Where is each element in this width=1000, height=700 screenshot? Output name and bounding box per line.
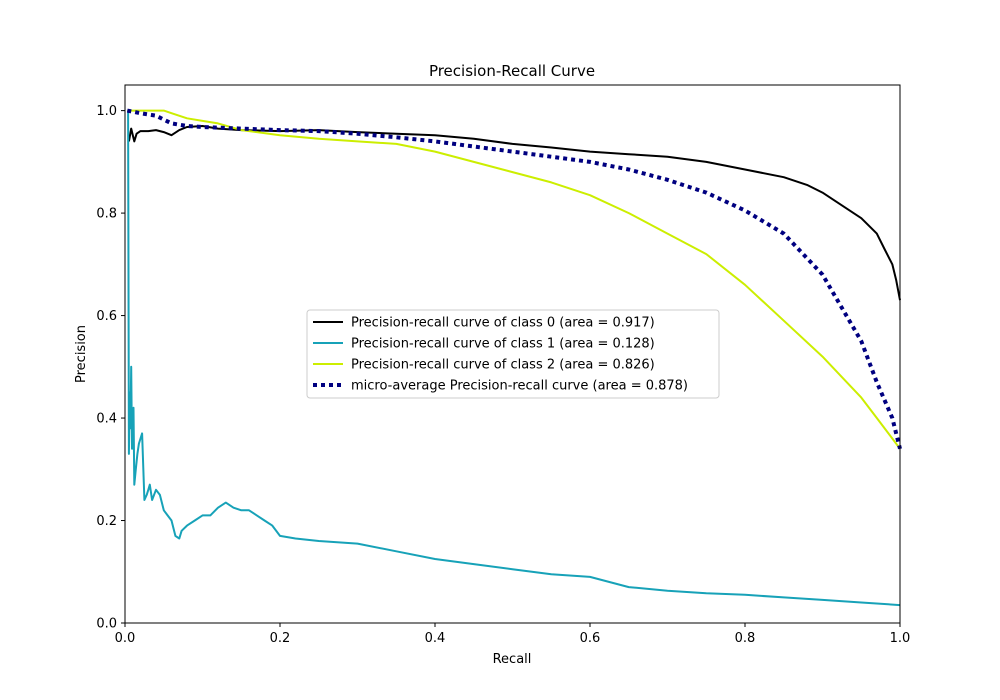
series-line-1 bbox=[127, 110, 901, 607]
y-tick-label: 0.0 bbox=[96, 617, 117, 632]
y-axis-ticks: 0.0 0.2 0.4 0.6 0.8 1.0 bbox=[96, 104, 125, 632]
legend-box bbox=[306, 309, 720, 399]
legend-entry: Precision-recall curve of class 2 (area … bbox=[351, 358, 655, 373]
plot-lines bbox=[126, 108, 902, 607]
y-tick-label: 0.4 bbox=[96, 412, 117, 427]
legend-entry: Precision-recall curve of class 1 (area … bbox=[351, 337, 655, 352]
x-tick-label: 1.0 bbox=[890, 631, 911, 646]
x-axis-label: Recall bbox=[493, 652, 532, 667]
x-tick-label: 0.6 bbox=[580, 631, 601, 646]
series-line-0 bbox=[127, 125, 901, 301]
plot-frame bbox=[124, 84, 901, 624]
y-axis-label: Precision bbox=[74, 325, 89, 383]
legend: Precision-recall curve of class 0 (area … bbox=[306, 309, 720, 399]
y-tick-label: 0.6 bbox=[96, 309, 117, 324]
legend-entry: micro-average Precision-recall curve (ar… bbox=[351, 379, 688, 394]
x-tick-label: 0.0 bbox=[115, 631, 136, 646]
series-line-2 bbox=[127, 109, 901, 450]
x-tick-label: 0.8 bbox=[735, 631, 756, 646]
y-tick-label: 1.0 bbox=[96, 104, 117, 119]
series-line-3 bbox=[126, 108, 902, 450]
y-tick-label: 0.2 bbox=[96, 514, 117, 529]
x-axis-ticks: 0.0 0.2 0.4 0.6 0.8 1.0 bbox=[115, 623, 911, 646]
x-tick-label: 0.2 bbox=[270, 631, 291, 646]
legend-entry: Precision-recall curve of class 0 (area … bbox=[351, 316, 655, 331]
y-tick-label: 0.8 bbox=[96, 207, 117, 222]
chart-title: Precision-Recall Curve bbox=[429, 62, 595, 80]
x-tick-label: 0.4 bbox=[425, 631, 446, 646]
